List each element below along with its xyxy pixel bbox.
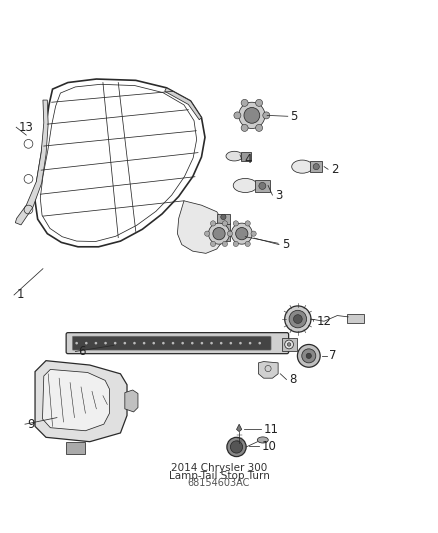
FancyBboxPatch shape <box>66 333 289 354</box>
Text: 11: 11 <box>264 423 279 436</box>
Text: 4: 4 <box>244 152 252 166</box>
Polygon shape <box>42 369 110 431</box>
Text: 6: 6 <box>78 345 85 358</box>
Circle shape <box>210 241 215 247</box>
Bar <box>217 231 230 241</box>
Circle shape <box>230 342 232 344</box>
Bar <box>217 223 230 232</box>
Bar <box>347 314 364 324</box>
Circle shape <box>255 124 262 132</box>
Circle shape <box>231 223 252 244</box>
Circle shape <box>227 231 233 236</box>
Circle shape <box>255 99 262 107</box>
Bar <box>66 442 85 454</box>
Circle shape <box>220 342 223 344</box>
Polygon shape <box>15 100 48 225</box>
Circle shape <box>152 342 155 344</box>
Circle shape <box>162 342 165 344</box>
Circle shape <box>124 342 126 344</box>
Text: 10: 10 <box>262 440 277 453</box>
Polygon shape <box>237 424 242 432</box>
Ellipse shape <box>226 151 243 161</box>
Text: 12: 12 <box>316 315 331 328</box>
Circle shape <box>221 223 226 229</box>
Circle shape <box>114 342 117 344</box>
Bar <box>241 152 251 160</box>
Circle shape <box>244 108 260 123</box>
Text: 2014 Chrysler 300: 2014 Chrysler 300 <box>171 463 267 473</box>
Circle shape <box>249 342 251 344</box>
Text: 7: 7 <box>329 349 337 362</box>
Text: 3: 3 <box>275 189 283 201</box>
Circle shape <box>210 342 213 344</box>
Circle shape <box>306 353 311 359</box>
Circle shape <box>297 344 320 367</box>
Circle shape <box>241 99 248 107</box>
Polygon shape <box>125 390 138 412</box>
Circle shape <box>85 342 88 344</box>
Text: 2: 2 <box>331 163 338 176</box>
Circle shape <box>172 342 174 344</box>
Circle shape <box>302 349 316 363</box>
Circle shape <box>221 214 226 220</box>
Circle shape <box>230 441 243 453</box>
Circle shape <box>239 342 242 344</box>
Text: 9: 9 <box>28 418 35 431</box>
Polygon shape <box>258 361 278 378</box>
Bar <box>255 180 270 192</box>
Circle shape <box>293 314 302 324</box>
Circle shape <box>181 342 184 344</box>
Circle shape <box>104 342 107 344</box>
Circle shape <box>143 342 145 344</box>
Ellipse shape <box>257 437 268 443</box>
Circle shape <box>259 182 266 189</box>
Circle shape <box>228 231 233 236</box>
Text: 5: 5 <box>282 238 289 251</box>
Circle shape <box>227 437 246 457</box>
Circle shape <box>208 223 230 244</box>
Circle shape <box>75 342 78 344</box>
Circle shape <box>233 241 238 247</box>
Bar <box>310 161 322 172</box>
Circle shape <box>95 342 97 344</box>
Text: 68154603AC: 68154603AC <box>188 478 250 488</box>
Text: Lamp-Tail Stop Turn: Lamp-Tail Stop Turn <box>169 471 269 481</box>
Circle shape <box>289 310 307 328</box>
Text: 1: 1 <box>17 288 24 302</box>
Circle shape <box>205 231 210 236</box>
Circle shape <box>285 306 311 332</box>
Circle shape <box>313 164 319 169</box>
Circle shape <box>241 124 248 132</box>
Text: 8: 8 <box>289 373 297 386</box>
Circle shape <box>210 221 215 226</box>
Circle shape <box>251 231 256 236</box>
Circle shape <box>285 340 293 349</box>
Circle shape <box>234 112 241 119</box>
Circle shape <box>201 342 203 344</box>
Ellipse shape <box>233 179 258 192</box>
Polygon shape <box>35 361 127 442</box>
Ellipse shape <box>292 160 313 173</box>
Circle shape <box>213 228 225 240</box>
Circle shape <box>222 221 228 226</box>
Text: 13: 13 <box>19 120 34 134</box>
Circle shape <box>191 342 194 344</box>
Circle shape <box>236 228 248 240</box>
Circle shape <box>221 232 226 237</box>
Circle shape <box>239 102 265 128</box>
Circle shape <box>258 342 261 344</box>
Circle shape <box>245 241 251 247</box>
Circle shape <box>233 221 239 226</box>
Circle shape <box>287 343 291 346</box>
Polygon shape <box>177 201 223 253</box>
Circle shape <box>245 221 251 226</box>
Bar <box>282 338 297 351</box>
Polygon shape <box>165 88 201 120</box>
Circle shape <box>133 342 136 344</box>
FancyBboxPatch shape <box>72 336 271 350</box>
Text: 5: 5 <box>290 110 298 123</box>
Circle shape <box>263 112 270 119</box>
Bar <box>217 214 230 223</box>
Circle shape <box>222 241 228 247</box>
